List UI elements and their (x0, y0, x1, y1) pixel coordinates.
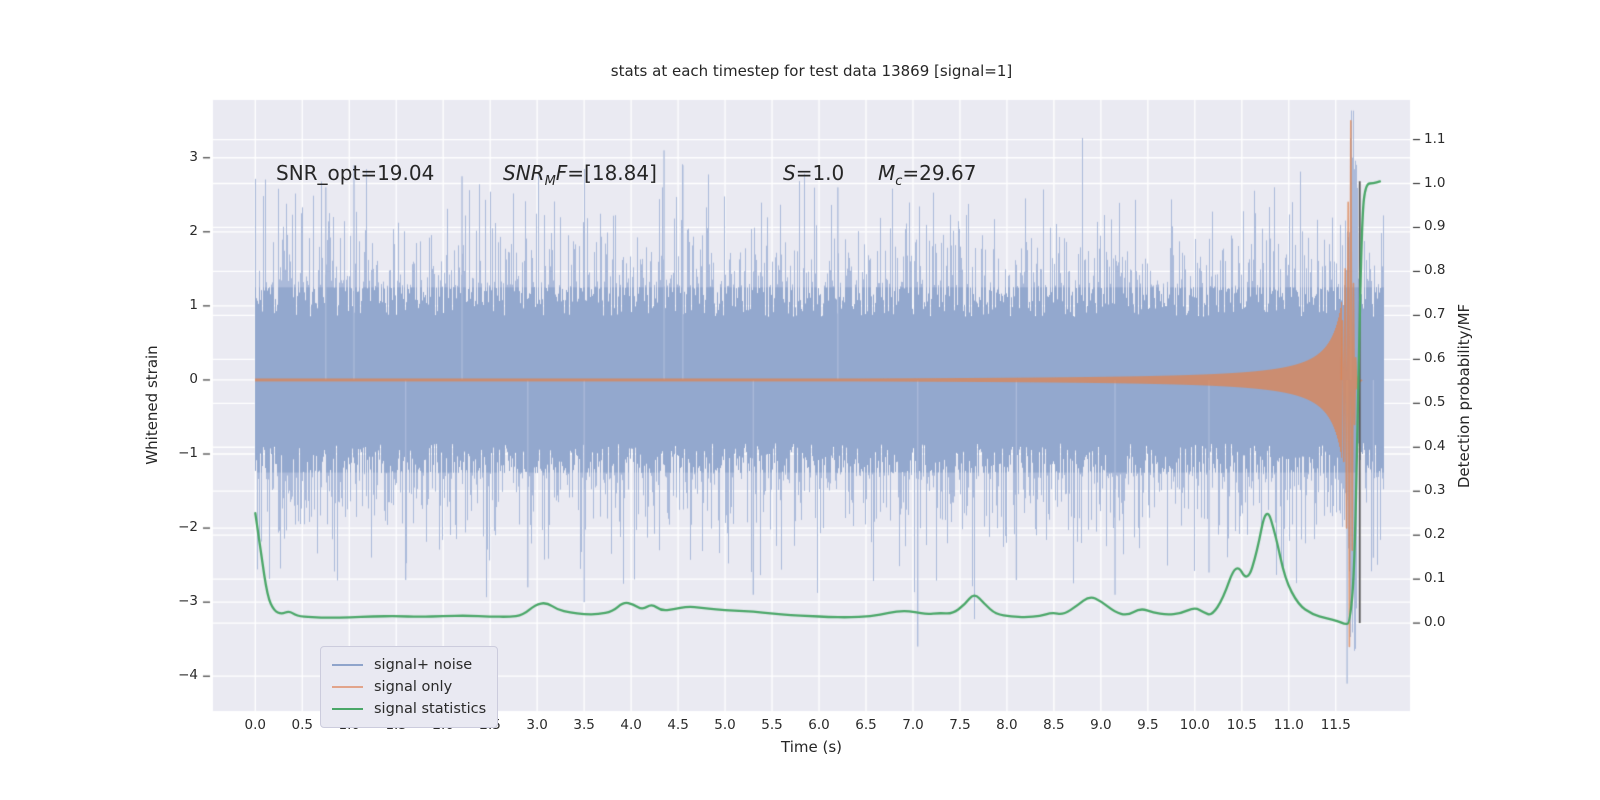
annotation-text: SNR (503, 161, 545, 185)
annotation-text: =[18.84] (567, 161, 657, 185)
x-tick-label: 5.5 (761, 717, 783, 733)
y-tick-label-left: −2 (178, 519, 198, 536)
legend-item-signal-only: signal only (332, 676, 487, 698)
x-tick-label: 11.5 (1320, 717, 1351, 733)
y-tick-label-right: 0.4 (1424, 438, 1446, 455)
y-axis-label-right: Detection probability/MF (1455, 303, 1473, 489)
annotation-text: F (555, 161, 568, 185)
y-tick-label-right: 1.0 (1424, 174, 1446, 191)
x-tick-label: 10.5 (1226, 717, 1257, 733)
legend-swatch-signal-only (332, 685, 363, 689)
chart-title: stats at each timestep for test data 138… (610, 62, 1013, 80)
legend: signal+ noise signal only signal statist… (320, 646, 498, 728)
x-tick-label: 4.5 (667, 717, 689, 733)
x-tick-label: 6.0 (808, 717, 830, 733)
y-tick-label-right: 0.7 (1424, 306, 1446, 323)
legend-item-signal-noise: signal+ noise (332, 654, 487, 676)
y-tick-label-left: 3 (189, 148, 198, 165)
annotation-text: =1.0 (795, 161, 845, 185)
y-tick-label-left: −1 (178, 445, 198, 461)
legend-label: signal statistics (374, 701, 487, 717)
y-tick-label-right: 0.2 (1424, 526, 1446, 543)
x-tick-label: 0.5 (291, 717, 313, 733)
annotation-text: SNR_opt=19.04 (276, 161, 435, 185)
x-tick-label: 7.5 (949, 717, 971, 733)
y-tick-label-right: 0.9 (1424, 218, 1446, 235)
legend-label: signal+ noise (374, 657, 473, 673)
annotation-subscript: c (895, 174, 903, 189)
annotation-subscript: M (544, 174, 556, 189)
y-tick-label-left: 1 (189, 296, 198, 313)
y-tick-label-right: 0.6 (1424, 350, 1446, 367)
y-tick-label-right: 0.8 (1424, 262, 1446, 279)
x-tick-label: 9.5 (1137, 717, 1159, 733)
x-tick-label: 8.5 (1043, 717, 1065, 733)
x-tick-label: 11.0 (1273, 717, 1304, 733)
y-tick-label-right: 0.5 (1424, 394, 1446, 411)
x-tick-label: 6.5 (855, 717, 877, 733)
annotation-mc: Mc=29.67 (878, 161, 976, 189)
legend-label: signal only (374, 679, 453, 695)
annotation-snr-opt: SNR_opt=19.04 (276, 161, 434, 185)
annotation-text: M (878, 161, 896, 185)
y-tick-label-left: −4 (178, 667, 198, 684)
y-tick-label-left: −3 (178, 593, 198, 610)
x-tick-label: 9.0 (1090, 717, 1112, 733)
y-tick-label-right: 0.1 (1424, 570, 1446, 587)
y-tick-label-left: 2 (189, 222, 198, 239)
y-tick-label-right: 0.3 (1424, 482, 1446, 499)
y-tick-label-right: 0.0 (1424, 614, 1446, 631)
annotation-text: S (783, 161, 796, 185)
annotation-text: =29.67 (902, 161, 977, 185)
x-tick-label: 0.0 (244, 717, 267, 733)
x-tick-label: 5.0 (714, 717, 736, 733)
y-tick-label-right: 1.1 (1424, 130, 1446, 147)
x-tick-label: 8.0 (996, 717, 1018, 733)
legend-swatch-signal-noise (332, 663, 363, 667)
annotation-snr-mf: SNRMF=[18.84] (503, 161, 657, 189)
legend-item-signal-statistics: signal statistics (332, 698, 487, 720)
x-tick-label: 7.0 (902, 717, 924, 733)
legend-swatch-signal-statistics (332, 707, 363, 711)
x-tick-label: 3.5 (573, 717, 595, 733)
x-tick-label: 3.0 (526, 717, 548, 733)
annotation-s: S=1.0 (783, 161, 844, 185)
x-tick-label: 4.0 (620, 717, 642, 733)
x-axis-label: Time (s) (781, 738, 842, 756)
y-tick-label-left: 0 (189, 370, 198, 387)
x-tick-label: 10.0 (1179, 717, 1210, 733)
